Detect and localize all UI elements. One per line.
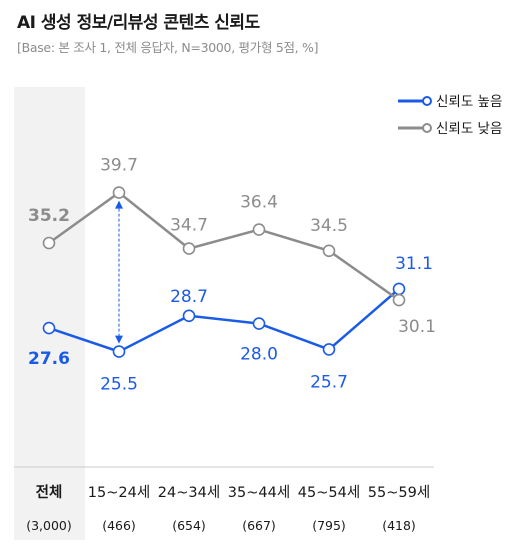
value-label-high-0: 27.6 [28, 349, 70, 369]
sample-size-label-3: (667) [242, 518, 276, 533]
legend-label-high: 신뢰도 높음 [436, 94, 502, 110]
value-label-low-2: 34.7 [170, 216, 208, 236]
x-axis-labels: 전체 (3,000) 15~24세 (466) 24~34세 (654) 35~44세 (66… [26, 484, 430, 533]
value-label-high-4: 25.7 [310, 372, 348, 392]
sample-size-label-1: (466) [102, 518, 136, 533]
annotation-arrow-down [115, 335, 123, 344]
sample-size-label-4: (795) [312, 518, 346, 533]
point-low-2 [182, 242, 196, 255]
value-label-low-1: 39.7 [100, 156, 138, 176]
annotation-arrow-up [115, 200, 123, 209]
legend-marker-low [422, 123, 432, 133]
chart-title: AI 생성 정보/리뷰성 콘텐츠 신뢰도 [17, 13, 260, 33]
legend-label-low: 신뢰도 낮음 [436, 121, 502, 137]
point-high-5 [392, 282, 406, 296]
highlight-band [14, 87, 85, 540]
value-label-low-3: 36.4 [240, 193, 278, 213]
sample-size-label-0: (3,000) [26, 518, 72, 533]
x-tick-label-3: 35~44세 [228, 484, 290, 501]
annotation [115, 200, 123, 344]
value-label-low-0: 35.2 [28, 206, 70, 226]
value-label-high-5: 31.1 [395, 254, 433, 274]
point-high-3 [252, 317, 266, 330]
x-tick-label-4: 45~54세 [298, 484, 360, 501]
value-label-low-4: 34.5 [310, 216, 348, 236]
sample-size-label-2: (654) [172, 518, 206, 533]
point-low-0 [42, 236, 56, 250]
point-high-1 [112, 345, 126, 358]
legend-marker-high [422, 96, 432, 106]
value-label-high-2: 28.7 [170, 287, 208, 307]
x-tick-label-1: 15~24세 [88, 484, 150, 501]
point-low-3 [252, 223, 266, 236]
x-tick-label-5: 55~59세 [368, 484, 430, 501]
value-label-low-5: 30.1 [398, 317, 436, 337]
value-label-high-1: 25.5 [100, 375, 138, 395]
series-line-high [48, 287, 400, 353]
point-low-1 [112, 186, 126, 199]
point-high-0 [42, 321, 56, 335]
point-low-5 [392, 293, 406, 307]
labels-layer: 27.6 25.5 28.7 28.0 25.7 31.1 35.2 39.7 34.7 36.4… [28, 156, 436, 395]
chart-subtitle: [Base: 본 조사 1, 전체 응답자, N=3000, 평가형 5점, %… [17, 40, 319, 55]
series-line-low [48, 191, 400, 302]
x-tick-label-2: 24~34세 [158, 484, 220, 501]
series-layer [42, 186, 406, 358]
point-high-4 [322, 343, 336, 356]
point-high-2 [182, 309, 196, 323]
sample-size-label-5: (418) [382, 518, 416, 533]
value-label-high-3: 28.0 [240, 345, 278, 365]
x-tick-label-0: 전체 [36, 484, 63, 501]
point-low-4 [322, 244, 336, 258]
